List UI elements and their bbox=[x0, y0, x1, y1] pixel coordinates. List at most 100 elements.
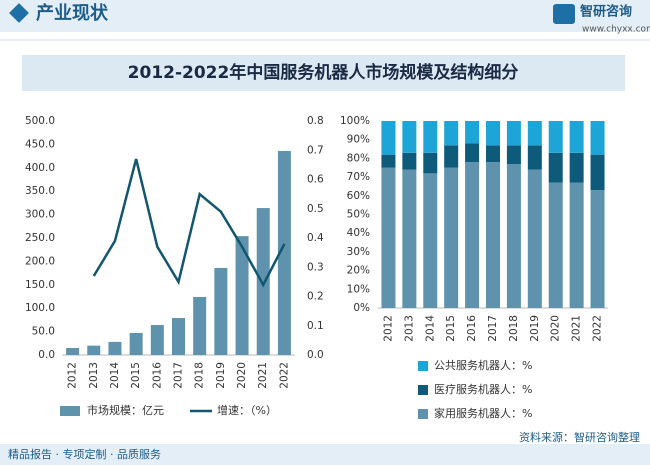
footer-left: 精品报告 · 专项定制 · 品质服务 bbox=[8, 447, 161, 461]
bar-segment bbox=[465, 143, 480, 163]
x-tick-label: 2012 bbox=[382, 315, 394, 342]
bar bbox=[256, 208, 270, 355]
x-tick-label: 2017 bbox=[173, 362, 185, 389]
bar-segment bbox=[527, 121, 542, 146]
title-box bbox=[22, 55, 625, 91]
x-tick-label: 2013 bbox=[88, 362, 100, 389]
bar-segment bbox=[444, 145, 459, 168]
y-tick-label: 0.4 bbox=[307, 232, 324, 244]
y-tick-label: 50% bbox=[347, 209, 370, 221]
bar bbox=[129, 333, 143, 355]
bar-segment bbox=[569, 121, 584, 153]
y-tick-label: 150.0 bbox=[25, 279, 55, 291]
y-tick-label: 100.0 bbox=[25, 302, 55, 314]
y-tick-label: 500.0 bbox=[25, 115, 55, 127]
x-tick-label: 2017 bbox=[487, 315, 499, 342]
footer-bar bbox=[0, 444, 650, 465]
legend-label: 增速：（%） bbox=[217, 403, 277, 417]
legend-label: 家用服务机器人：% bbox=[434, 406, 532, 420]
header-icon bbox=[9, 3, 29, 23]
bar-segment bbox=[486, 162, 500, 308]
y-tick-label: 100% bbox=[340, 115, 370, 127]
bar bbox=[150, 325, 164, 355]
y-tick-label: 0.0 bbox=[38, 349, 55, 361]
bar-segment bbox=[381, 154, 396, 168]
x-tick-label: 2021 bbox=[571, 315, 583, 342]
legend-label: 医疗服务机器人：% bbox=[434, 382, 532, 396]
y-tick-label: 250.0 bbox=[25, 232, 55, 244]
x-tick-label: 2022 bbox=[278, 362, 290, 389]
bar-segment bbox=[444, 167, 459, 308]
bar-segment bbox=[486, 121, 500, 146]
y-tick-label: 60% bbox=[347, 190, 370, 202]
bar bbox=[66, 347, 80, 355]
y-tick-label: 90% bbox=[347, 134, 370, 146]
y-tick-label: 0.2 bbox=[307, 291, 324, 303]
bar bbox=[87, 345, 101, 355]
y-tick-label: 350.0 bbox=[25, 185, 55, 197]
legend-swatch bbox=[418, 361, 428, 371]
y-tick-label: 30% bbox=[347, 246, 370, 258]
bar-segment bbox=[465, 162, 480, 308]
y-tick-label: 300.0 bbox=[25, 209, 55, 221]
y-tick-label: 0.8 bbox=[307, 115, 324, 127]
x-tick-label: 2021 bbox=[257, 362, 269, 389]
x-tick-label: 2012 bbox=[67, 362, 79, 389]
bar-segment bbox=[506, 145, 521, 165]
x-tick-label: 2022 bbox=[592, 315, 604, 342]
x-tick-label: 2014 bbox=[424, 315, 436, 342]
x-tick-label: 2019 bbox=[215, 362, 227, 389]
y-tick-label: 0.0 bbox=[307, 349, 324, 361]
bar-segment bbox=[527, 169, 542, 308]
y-tick-label: 0.1 bbox=[307, 320, 324, 332]
y-tick-label: 0.6 bbox=[307, 174, 324, 186]
section-title: 产业现状 bbox=[36, 2, 109, 24]
bar-segment bbox=[506, 164, 521, 308]
bar-segment bbox=[548, 182, 563, 308]
bar-segment bbox=[569, 152, 584, 183]
bar-segment bbox=[590, 154, 605, 191]
y-tick-label: 20% bbox=[347, 265, 370, 277]
y-tick-label: 70% bbox=[347, 171, 370, 183]
bar-segment bbox=[548, 121, 563, 153]
bar-segment bbox=[423, 173, 438, 308]
bar-segment bbox=[444, 121, 459, 146]
legend-swatch bbox=[418, 409, 428, 419]
bar-segment bbox=[590, 190, 605, 308]
y-tick-label: 40% bbox=[347, 227, 370, 239]
y-tick-label: 400.0 bbox=[25, 162, 55, 174]
bar-segment bbox=[381, 167, 396, 308]
bar bbox=[172, 318, 185, 355]
x-tick-label: 2018 bbox=[194, 362, 206, 389]
y-tick-label: 10% bbox=[347, 283, 370, 295]
source: 资料来源：智研咨询整理 bbox=[519, 430, 640, 444]
x-tick-label: 2016 bbox=[466, 315, 478, 342]
legend-label: 公共服务机器人：% bbox=[434, 358, 532, 372]
y-tick-label: 0.3 bbox=[307, 261, 324, 273]
bar-segment bbox=[402, 169, 417, 308]
x-tick-label: 2015 bbox=[130, 362, 142, 389]
bar-segment bbox=[402, 152, 417, 170]
bar-segment bbox=[423, 152, 438, 174]
bar-segment bbox=[423, 121, 438, 153]
bar-segment bbox=[590, 121, 605, 155]
y-tick-label: 200.0 bbox=[25, 255, 55, 267]
bar-segment bbox=[402, 121, 417, 153]
x-tick-label: 2014 bbox=[109, 362, 121, 389]
bar-segment bbox=[548, 152, 563, 183]
y-tick-label: 50.0 bbox=[32, 326, 55, 338]
bar bbox=[108, 341, 122, 355]
chart-title: 2012-2022年中国服务机器人市场规模及结构细分 bbox=[128, 62, 519, 83]
logo-text: 智研咨询 bbox=[580, 4, 632, 20]
legend-label: 市场规模：亿元 bbox=[87, 403, 164, 417]
y-tick-label: 0% bbox=[353, 302, 370, 314]
bar bbox=[235, 236, 249, 355]
header-bar bbox=[0, 0, 650, 32]
bar-segment bbox=[465, 121, 480, 144]
bar-segment bbox=[569, 182, 584, 308]
x-tick-label: 2016 bbox=[151, 362, 163, 389]
legend-swatch bbox=[60, 406, 80, 416]
x-tick-label: 2013 bbox=[403, 315, 415, 342]
bar bbox=[277, 150, 291, 355]
